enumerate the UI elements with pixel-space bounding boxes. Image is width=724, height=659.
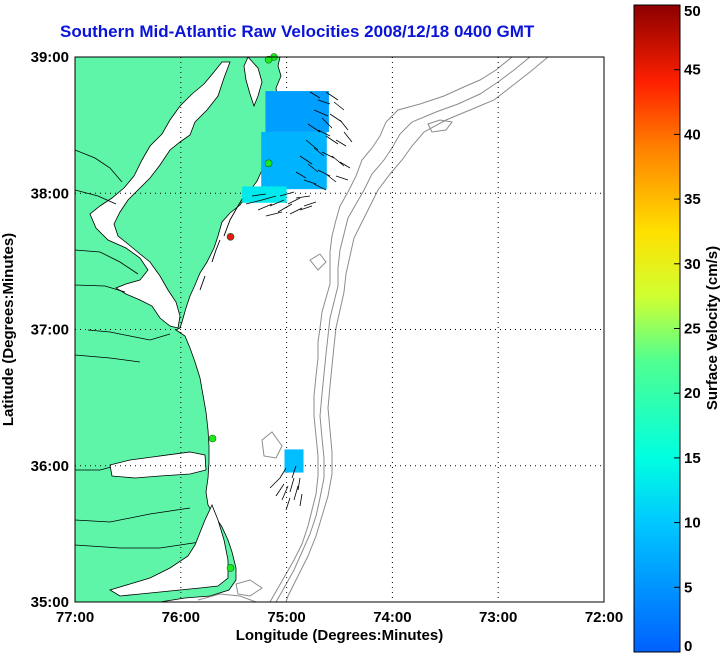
colorbar-tick-label: 45 <box>684 62 701 79</box>
velocity-patches <box>242 91 329 473</box>
velocity-vectors <box>245 91 353 511</box>
velocity-patch <box>284 449 304 473</box>
x-axis-title: Longitude (Degrees:Minutes) <box>236 627 444 644</box>
x-tick-label: 74:00 <box>373 609 411 626</box>
map-title: Southern Mid-Atlantic Raw Velocities 200… <box>60 22 535 41</box>
colorbar-tick-label: 10 <box>684 515 701 532</box>
y-axis-title: Latitude (Degrees:Minutes) <box>0 233 17 426</box>
plot-frame <box>74 56 605 603</box>
x-tick-label: 77:00 <box>56 609 94 626</box>
barrier-islands <box>199 195 245 291</box>
radar-station-marker <box>226 233 235 241</box>
pamlico-sound <box>109 503 229 597</box>
colorbar-tick-label: 0 <box>684 638 692 655</box>
colorbar-ticks: 0 5 10 15 20 25 30 35 40 45 50 <box>674 3 701 655</box>
x-tick-label: 76:00 <box>162 609 200 626</box>
albemarle-sound <box>109 451 207 479</box>
x-tick-label: 73:00 <box>479 609 517 626</box>
radar-station-marker <box>264 55 273 64</box>
colorbar-tick-label: 5 <box>684 579 692 596</box>
y-tick-label: 36:00 <box>31 458 69 475</box>
colorbar-tick-label: 40 <box>684 126 701 143</box>
bathymetry-contours <box>197 57 549 602</box>
colorbar-tick-label: 50 <box>684 3 701 20</box>
colorbar-tick-label: 30 <box>684 256 701 273</box>
y-tick-label: 38:00 <box>31 185 69 202</box>
y-tick-label: 35:00 <box>31 594 69 611</box>
velocity-patch <box>261 131 327 190</box>
radar-station-marker <box>208 434 217 443</box>
colorbar <box>633 4 681 653</box>
colorbar-label: Surface Velocity (cm/s) <box>704 246 721 410</box>
colorbar-tick-label: 20 <box>684 385 701 402</box>
y-tick-label: 37:00 <box>31 322 69 339</box>
radar-station-marker <box>226 564 235 572</box>
radar-stations <box>208 53 278 572</box>
y-tick-label: 39:00 <box>31 49 69 66</box>
chesapeake-bay <box>89 61 231 329</box>
y-axis-ticks: 39:00 38:00 37:00 36:00 35:00 <box>31 49 69 611</box>
x-tick-label: 75:00 <box>267 609 305 626</box>
x-axis-ticks: 77:00 76:00 75:00 74:00 73:00 72:00 <box>56 609 623 626</box>
colorbar-tick-label: 15 <box>684 450 701 467</box>
delaware-bay <box>243 57 263 108</box>
colorbar-tick-label: 35 <box>684 191 701 208</box>
radar-station-marker <box>264 159 273 168</box>
colorbar-tick-label: 25 <box>684 321 701 338</box>
x-tick-label: 72:00 <box>585 609 623 626</box>
